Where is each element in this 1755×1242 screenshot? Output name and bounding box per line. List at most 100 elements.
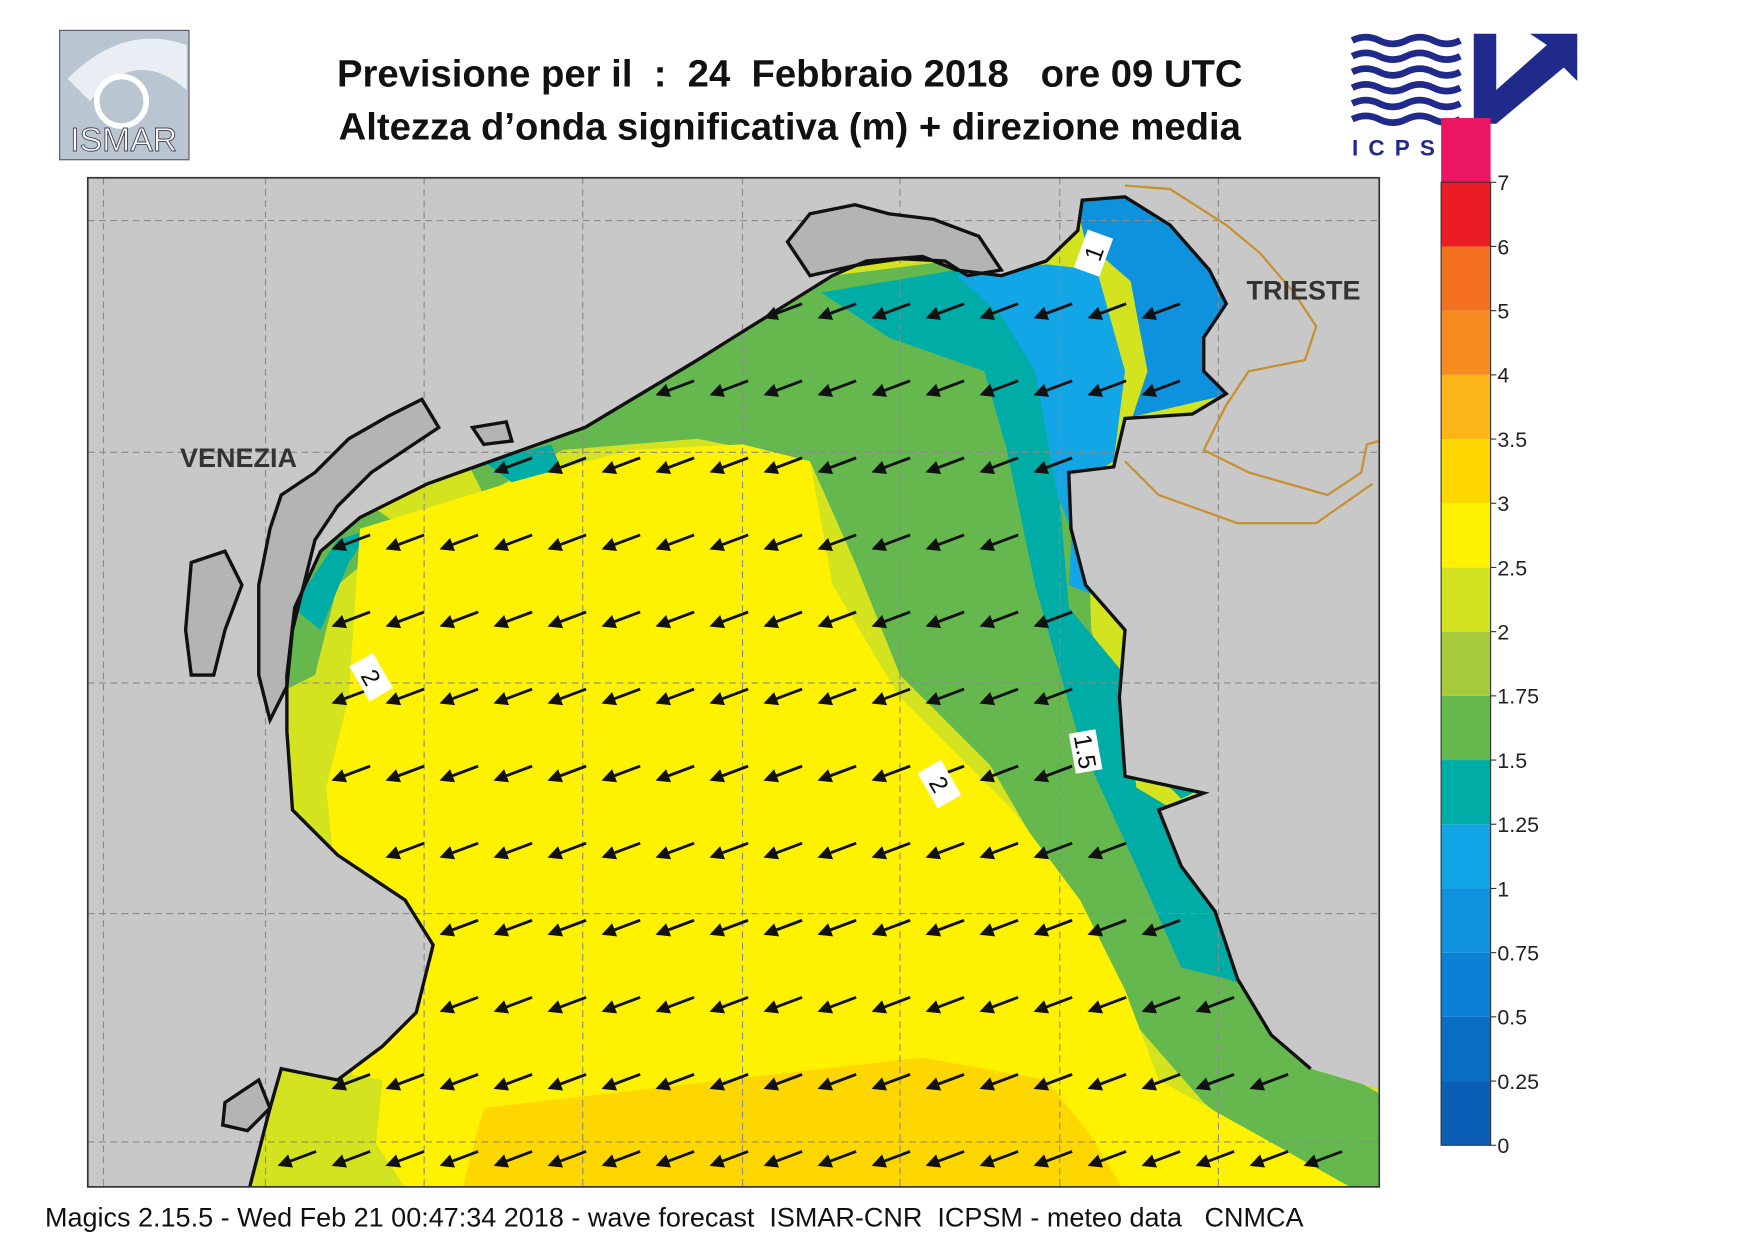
direction-arrow [493, 841, 533, 860]
direction-arrow [385, 841, 425, 860]
direction-arrow [601, 918, 641, 937]
direction-arrow [547, 841, 587, 860]
direction-arrow [1033, 379, 1073, 397]
direction-arrow [1141, 918, 1181, 937]
direction-arrow [385, 1150, 425, 1168]
direction-arrow [817, 918, 857, 937]
direction-arrow [763, 302, 803, 320]
colorbar-label: 0 [1497, 1134, 1509, 1158]
direction-arrow [1033, 456, 1073, 475]
direction-arrow [817, 456, 857, 475]
colorbar-label: 0.25 [1497, 1070, 1539, 1094]
colorbar-band [1441, 1081, 1491, 1146]
direction-arrow [871, 995, 911, 1014]
colorbar-band [1441, 631, 1491, 696]
direction-arrow [1087, 1150, 1127, 1168]
direction-arrow [547, 687, 587, 706]
title: Previsione per il : 24 Febbraio 2018 ore… [337, 53, 1243, 96]
direction-arrow [601, 764, 641, 783]
direction-arrow [871, 1073, 911, 1091]
direction-arrow [979, 379, 1019, 397]
direction-arrow [763, 1073, 803, 1091]
colorbar-band [1441, 439, 1491, 504]
direction-arrow [871, 302, 911, 320]
direction-arrow [979, 687, 1019, 706]
direction-arrow [439, 918, 479, 937]
direction-arrow [655, 533, 695, 552]
direction-arrow [385, 687, 425, 706]
direction-arrow [385, 1073, 425, 1091]
colorbar-band [1441, 182, 1491, 247]
colorbar-frame [1440, 181, 1492, 1146]
direction-arrow [439, 764, 479, 783]
colorbar-label: 1.5 [1497, 749, 1527, 773]
footer: Magics 2.15.5 - Wed Feb 21 00:47:34 2018… [45, 1202, 1304, 1232]
direction-arrow [1249, 1073, 1289, 1091]
direction-arrow [871, 687, 911, 706]
direction-arrow [493, 610, 533, 629]
direction-arrow [763, 1150, 803, 1168]
contour-label-box [1068, 729, 1103, 774]
colorbar-band [1441, 374, 1491, 440]
direction-arrow [601, 456, 641, 475]
direction-arrow [601, 1073, 641, 1091]
wave-zone [461, 1057, 1125, 1187]
direction-arrow [439, 687, 479, 706]
direction-arrow [1033, 1150, 1073, 1168]
contour-label-box [349, 652, 394, 702]
colorbar-band [1441, 760, 1491, 825]
direction-arrow [1087, 302, 1127, 320]
direction-arrow [439, 1073, 479, 1091]
direction-arrow [925, 918, 965, 937]
direction-arrow [925, 379, 965, 397]
direction-arrow [871, 841, 911, 860]
direction-arrow [871, 533, 911, 552]
direction-arrow [871, 610, 911, 629]
direction-arrow [1033, 1073, 1073, 1091]
direction-arrow [1303, 1150, 1343, 1168]
colorbar-band [1441, 503, 1491, 568]
direction-arrow [655, 764, 695, 783]
direction-arrow [925, 1150, 965, 1168]
direction-arrow [817, 841, 857, 860]
direction-arrow [817, 995, 857, 1014]
direction-arrow [763, 610, 803, 629]
direction-arrow [979, 841, 1019, 860]
direction-arrow [547, 610, 587, 629]
colorbar-band [1441, 118, 1491, 183]
direction-arrow [817, 610, 857, 629]
direction-arrow [979, 1073, 1019, 1091]
direction-arrow [979, 456, 1019, 475]
direction-arrow [547, 1073, 587, 1091]
direction-arrow [709, 1073, 749, 1091]
direction-arrow [547, 1150, 587, 1168]
direction-arrow [925, 302, 965, 320]
direction-arrow [655, 1150, 695, 1168]
direction-arrow [385, 533, 425, 552]
ismar-logo: ISMAR [59, 29, 190, 161]
direction-arrow [979, 764, 1019, 783]
colorbar-band [1441, 310, 1491, 375]
direction-arrow [331, 1150, 371, 1168]
direction-arrow [1087, 841, 1127, 860]
map: VENEZIA TRIESTE 121.52 [87, 177, 1380, 1187]
wave-zone [821, 270, 1260, 990]
wave-zone [450, 258, 1380, 1187]
direction-arrow [439, 1150, 479, 1168]
direction-arrow [817, 302, 857, 320]
direction-arrow [601, 610, 641, 629]
direction-arrow [979, 610, 1019, 629]
subtitle: Altezza d’onda significativa (m) + direz… [339, 106, 1242, 149]
wave-zone [292, 528, 372, 630]
map-frame [86, 176, 1381, 1188]
direction-arrow [1033, 610, 1073, 629]
direction-arrow [925, 687, 965, 706]
colorbar-label: 1 [1497, 877, 1509, 901]
direction-arrow [763, 456, 803, 475]
direction-arrow [493, 1150, 533, 1168]
direction-arrow [439, 610, 479, 629]
direction-arrow [601, 533, 641, 552]
direction-arrow [763, 687, 803, 706]
direction-arrow [763, 918, 803, 937]
